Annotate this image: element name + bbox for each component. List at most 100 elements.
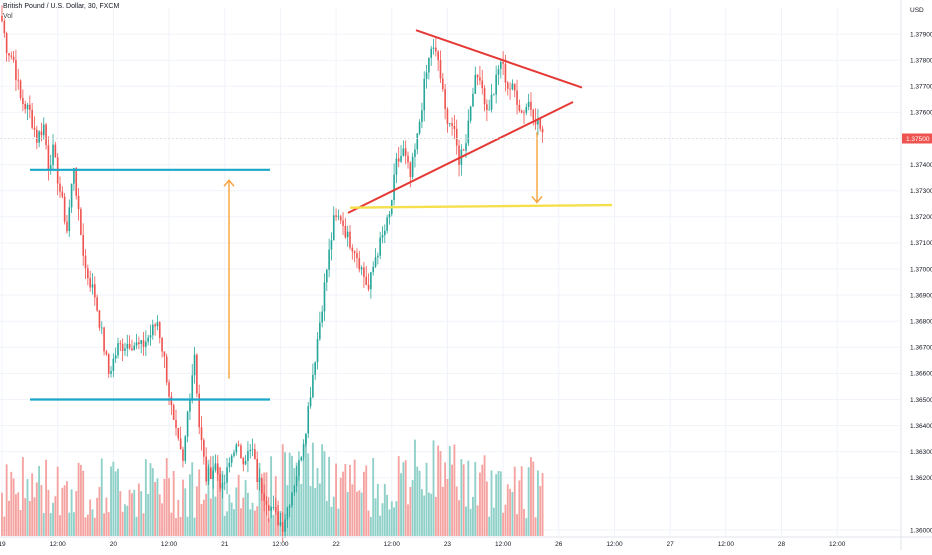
- candle-body: [476, 74, 479, 78]
- volume-bar: [107, 512, 110, 536]
- candle-body: [112, 358, 115, 372]
- candle-body: [29, 104, 31, 110]
- candle-body: [3, 21, 6, 34]
- candle-body: [221, 483, 224, 489]
- candle-body: [163, 351, 166, 357]
- volume-bar: [323, 451, 326, 536]
- candle-body: [103, 327, 105, 352]
- candle-body: [70, 183, 73, 208]
- volume-bar: [172, 470, 175, 536]
- volume-bar: [184, 488, 187, 536]
- price-tick-label: 1.37700: [910, 84, 932, 91]
- volume-bar: [177, 499, 180, 536]
- candle-body: [506, 82, 509, 89]
- volume-bar: [130, 493, 133, 536]
- candle-body: [182, 449, 184, 461]
- candle-body: [212, 470, 214, 479]
- candle-body: [383, 230, 386, 236]
- volume-bar: [270, 456, 273, 536]
- candle-body: [209, 467, 212, 479]
- volume-bar: [28, 500, 31, 536]
- candle-body: [497, 69, 500, 75]
- volume-bar: [432, 440, 435, 536]
- volume-bar: [541, 473, 544, 536]
- price-tick-label: 1.36800: [910, 319, 932, 326]
- time-tick-label: 20: [110, 541, 118, 548]
- candle-body: [265, 500, 268, 506]
- volume-bar: [472, 496, 474, 536]
- volume-legend: Vol: [3, 13, 13, 20]
- candle-body: [161, 337, 163, 352]
- volume-bar: [346, 491, 349, 536]
- volume-bar: [230, 502, 233, 536]
- candle-body: [107, 354, 110, 374]
- candle-body: [124, 348, 126, 351]
- volume-bar: [342, 471, 344, 536]
- candle-body: [149, 335, 152, 338]
- volume-bar: [328, 456, 331, 536]
- candle-body: [388, 214, 391, 218]
- candle-body: [316, 338, 319, 363]
- volume-bar: [367, 510, 370, 536]
- volume-bar: [332, 496, 335, 536]
- candle-body: [75, 168, 78, 196]
- triangle-lower-line: [347, 101, 574, 214]
- volume-bar: [272, 514, 275, 536]
- candle-body: [267, 505, 270, 511]
- candle-body: [307, 406, 310, 434]
- volume-bar: [89, 499, 92, 536]
- volume-bar: [351, 484, 354, 536]
- triangle-upper-line: [415, 29, 583, 89]
- candle-body: [534, 119, 537, 125]
- volume-bar: [161, 503, 164, 536]
- volume-bar: [137, 483, 140, 536]
- candle-body: [89, 278, 91, 288]
- candlesticks: [1, 5, 544, 542]
- volume-bar: [42, 513, 45, 536]
- candle-body: [481, 80, 484, 89]
- price-axis[interactable]: USD 1.37900 1.37800 1.37700 1.37600 1.37400 1.…: [900, 0, 932, 550]
- candle-body: [61, 191, 64, 197]
- candle-body: [423, 78, 426, 111]
- volume-bar: [404, 460, 407, 536]
- candle-body: [511, 83, 514, 90]
- time-axis[interactable]: 19 12:00 20 12:00 21 12:00 22 12:00 23 12:00 26 12:…: [0, 536, 932, 548]
- volume-bar: [61, 487, 64, 536]
- candle-body: [339, 216, 342, 221]
- volume-bar: [216, 466, 219, 536]
- candle-body: [24, 104, 27, 110]
- candle-body: [205, 456, 207, 482]
- volume-bar: [33, 497, 36, 536]
- volume-bar: [518, 480, 521, 536]
- volume-bar: [165, 458, 168, 536]
- volume-bar: [240, 508, 242, 536]
- candle-body: [100, 327, 103, 329]
- price-tick-label: 1.36700: [910, 345, 932, 352]
- time-tick-label: 22: [332, 541, 340, 548]
- volume-bar: [10, 471, 13, 536]
- candle-body: [527, 101, 530, 107]
- candle-body: [145, 341, 147, 347]
- volume-bar: [66, 481, 68, 536]
- volume-bar: [425, 462, 428, 536]
- volume-bar: [339, 477, 342, 536]
- symbol-title[interactable]: British Pound / U.S. Dollar, 30, FXCM: [3, 3, 120, 10]
- volume-bar: [311, 442, 314, 536]
- volume-bar: [469, 508, 472, 536]
- candle-body: [486, 104, 488, 110]
- price-tick-label: 1.36000: [910, 527, 932, 534]
- volume-bar: [485, 481, 488, 536]
- volume-bar: [483, 455, 486, 536]
- candle-body: [499, 61, 502, 70]
- candle-body: [298, 460, 300, 477]
- candle-body: [386, 217, 388, 231]
- volume-bar: [56, 466, 59, 536]
- candle-body: [240, 445, 242, 458]
- candle-body: [80, 209, 82, 236]
- candle-body: [372, 266, 375, 273]
- candle-body: [105, 351, 108, 355]
- volume-bar: [96, 497, 99, 536]
- candle-body: [337, 216, 340, 218]
